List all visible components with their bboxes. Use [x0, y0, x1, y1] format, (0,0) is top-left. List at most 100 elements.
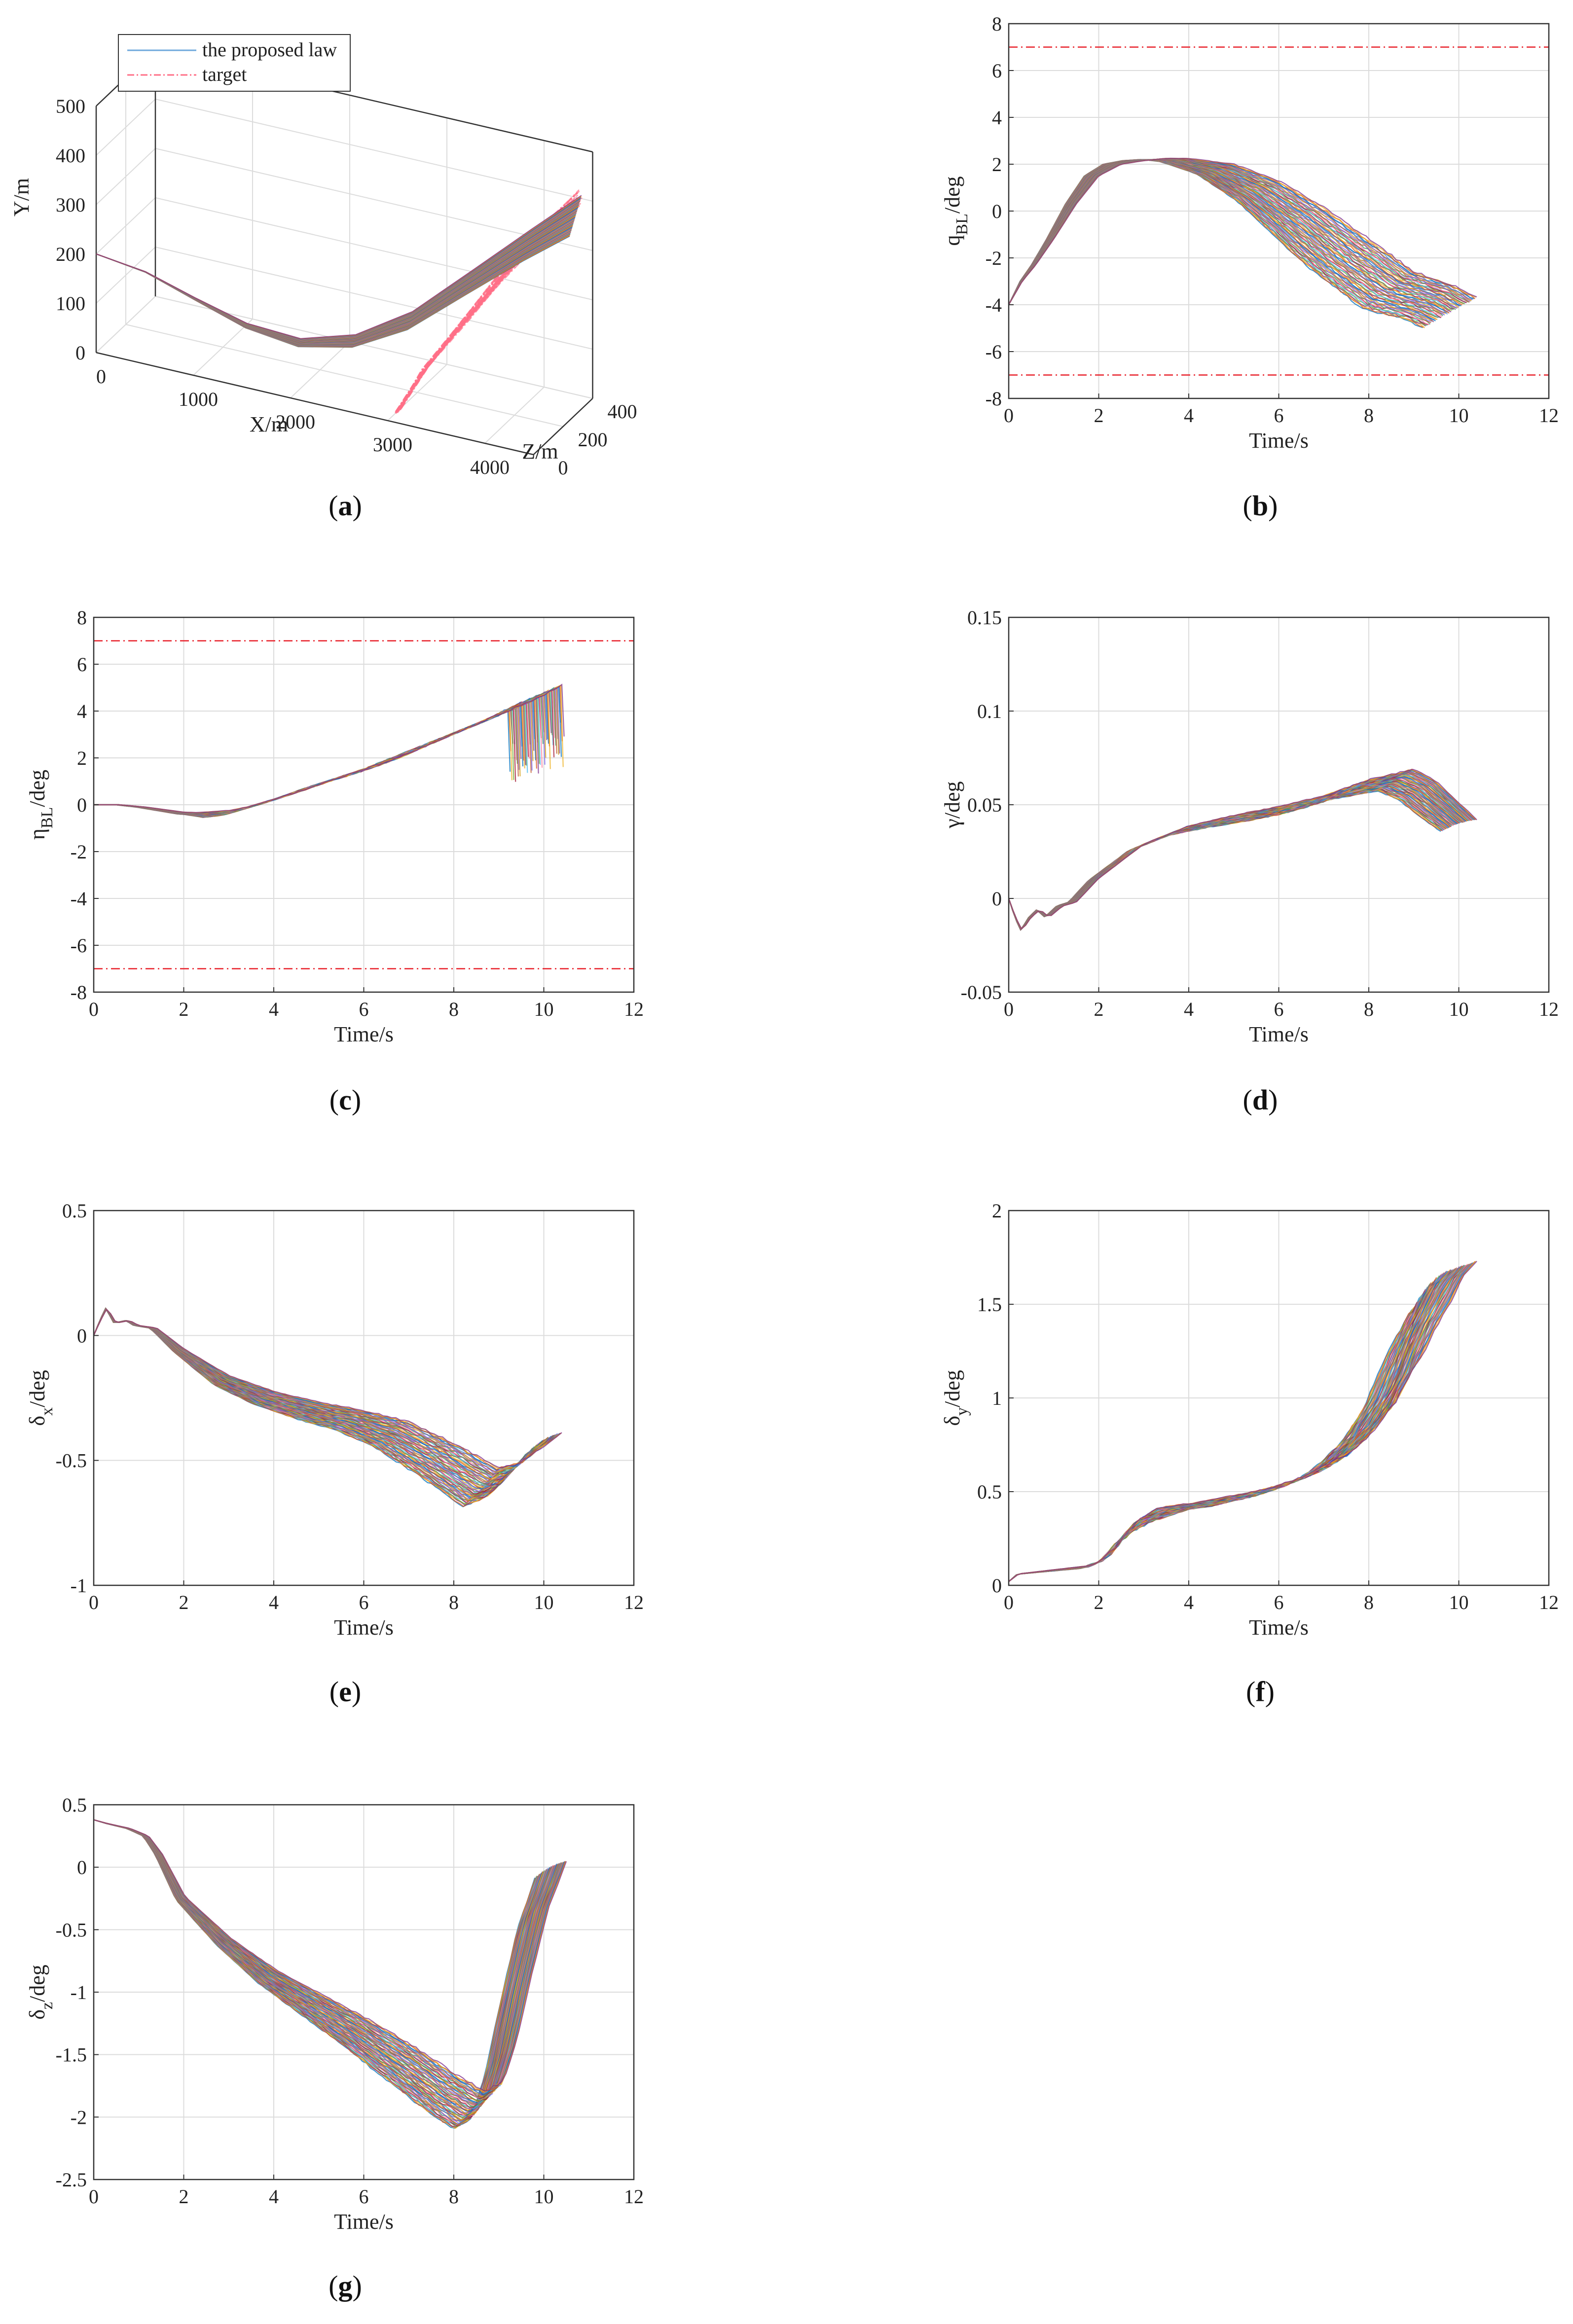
- y-axis-label-sub: BL: [953, 214, 971, 235]
- y-tick-label: -6: [986, 341, 1002, 363]
- y-tick-label: 4: [77, 700, 87, 722]
- panel-f-deltay-chart: 0 2 4 6 8 10 12 0 0.5 1 1.5 2 Time/s δy/deg: [940, 1200, 1559, 1640]
- target-trajectory-line: [398, 192, 578, 410]
- back-wall-grid: [155, 99, 593, 202]
- x-tick-label: 6: [1274, 1591, 1284, 1613]
- y-tick-label: 0: [75, 342, 85, 364]
- y-tick-label: 1: [992, 1387, 1002, 1409]
- y-axis-label-unit: /deg: [940, 176, 964, 214]
- x-tick-label: 6: [359, 998, 369, 1020]
- proposed-law-trajectory-line: [96, 219, 575, 344]
- x-tick-label: 2000: [276, 411, 315, 433]
- y-tick-label: -4: [986, 294, 1002, 316]
- y-tick-label: 100: [56, 292, 85, 315]
- caption-c: (c): [329, 1084, 361, 1116]
- y-axis-label: δx/deg: [25, 1370, 56, 1426]
- y-tick-label: 400: [56, 144, 85, 167]
- z-axis-edge: [533, 398, 593, 455]
- x-tick-label: 4: [269, 998, 279, 1020]
- y-tick-label: -8: [986, 388, 1002, 410]
- y-tick-label: -1: [71, 1574, 87, 1597]
- y-axis-label: ηBL/deg: [25, 770, 56, 840]
- y-tick-label: 6: [992, 60, 1002, 82]
- series-run-line: [93, 1819, 567, 2092]
- x-tick-label: 12: [624, 998, 644, 1020]
- y-axis-label-sub: x: [38, 1407, 56, 1416]
- y-tick-label: 0: [992, 888, 1002, 910]
- x-axis-label: Time/s: [1249, 1615, 1309, 1640]
- x-tick-label: 3000: [373, 433, 412, 456]
- y-axis-label-sub: y: [953, 1407, 971, 1416]
- x-axis-label: Time/s: [334, 1022, 394, 1046]
- x-tick-label: 4000: [470, 456, 510, 478]
- x-tick-label: 0: [1004, 404, 1014, 427]
- x-tick-label: 2: [1094, 998, 1104, 1020]
- x-tick-label: 0: [89, 1591, 99, 1613]
- panel-c-etabl-chart: 0 2 4 6 8 10 12 -8 -6 -4 -2 0 2 4 6 8 Time/s ηBL/deg: [25, 607, 644, 1046]
- x-tick-label: 0: [89, 998, 99, 1020]
- x-tick-label: 12: [1539, 1591, 1559, 1613]
- x-tick-label: 6: [359, 2185, 369, 2208]
- panel-g-deltaz-chart: 0 2 4 6 8 10 12 -2.5 -2 -1.5 -1 -0.5 0 0.5 Time/s δz/de…: [25, 1794, 644, 2234]
- x-tick-label: 0: [89, 2185, 99, 2208]
- x-tick-label: 12: [1539, 404, 1559, 427]
- y-tick-label: 8: [992, 13, 1002, 35]
- y-axis-label: qBL/deg: [940, 176, 971, 246]
- x-tick-label: 12: [624, 1591, 644, 1613]
- y-tick-label: 6: [77, 653, 87, 676]
- y-axis-label: δy/deg: [940, 1370, 971, 1426]
- y-tick-label: -1.5: [56, 2044, 87, 2066]
- x-tick-label: 4: [1184, 1591, 1194, 1613]
- x-tick-label: 10: [534, 2185, 554, 2208]
- y-axis-label-unit: /deg: [940, 1370, 964, 1407]
- y-axis-label-main: δ: [940, 1416, 964, 1426]
- x-axis-label: Time/s: [334, 2210, 394, 2234]
- caption-f: (f): [1246, 1676, 1275, 1708]
- y-tick-label: 500: [56, 95, 85, 117]
- x-tick-label: 6: [1274, 404, 1284, 427]
- y-tick-label: -0.05: [961, 981, 1002, 1003]
- y-axis-label-unit: /deg: [940, 781, 964, 819]
- x-tick-label: 0: [96, 365, 106, 388]
- y-axis-label-main: δ: [25, 1416, 49, 1426]
- y-tick-label: 0.1: [977, 700, 1002, 722]
- back-wall-grid: [155, 247, 593, 350]
- y-tick-label: 2: [992, 153, 1002, 176]
- x-tick-label: 8: [449, 1591, 459, 1613]
- x-tick-label: 10: [1449, 1591, 1469, 1613]
- y-tick-label: 0: [77, 1857, 87, 1879]
- y-tick-label: 0.5: [62, 1200, 87, 1222]
- legend-proposed-law-label: the proposed law: [202, 38, 337, 61]
- y-axis-label-sub: BL: [38, 807, 56, 828]
- y-tick-label: -2: [71, 841, 87, 863]
- caption-d: (d): [1243, 1084, 1278, 1116]
- floor-grid: [125, 324, 563, 427]
- panel-a-3d-trajectory: 0100020003000400001002003004005000200400…: [9, 34, 637, 479]
- y-tick-label: -2: [71, 2106, 87, 2128]
- x-tick-label: 12: [624, 2185, 644, 2208]
- proposed-law-trajectory-line: [96, 226, 573, 346]
- y-axis-label: δz/deg: [25, 1965, 56, 2020]
- x-axis-label: Time/s: [334, 1615, 394, 1640]
- series-run-line: [1008, 157, 1477, 305]
- x-axis-label: Time/s: [1249, 1022, 1309, 1046]
- caption-e: (e): [329, 1676, 361, 1708]
- x-tick-label: 4: [1184, 404, 1194, 427]
- z-tick-label: 200: [578, 429, 608, 451]
- x-tick-label: 6: [1274, 998, 1284, 1020]
- x-tick-label: 10: [534, 1591, 554, 1613]
- x-axis-label: X/m: [250, 412, 288, 436]
- y-tick-label: -6: [71, 934, 87, 957]
- panel-e-deltax-chart: 0 2 4 6 8 10 12 -1 -0.5 0 0.5 Time/s δx/deg: [25, 1200, 644, 1640]
- back-wall-grid: [155, 197, 593, 300]
- y-axis-label-sub: z: [38, 2002, 56, 2009]
- x-tick-label: 4: [269, 2185, 279, 2208]
- y-axis-label-unit: /deg: [25, 770, 49, 807]
- x-tick-label: 2: [179, 1591, 189, 1613]
- y-tick-label: 0: [77, 794, 87, 816]
- y-tick-label: -0.5: [56, 1450, 87, 1472]
- y-tick-label: -2: [986, 247, 1002, 269]
